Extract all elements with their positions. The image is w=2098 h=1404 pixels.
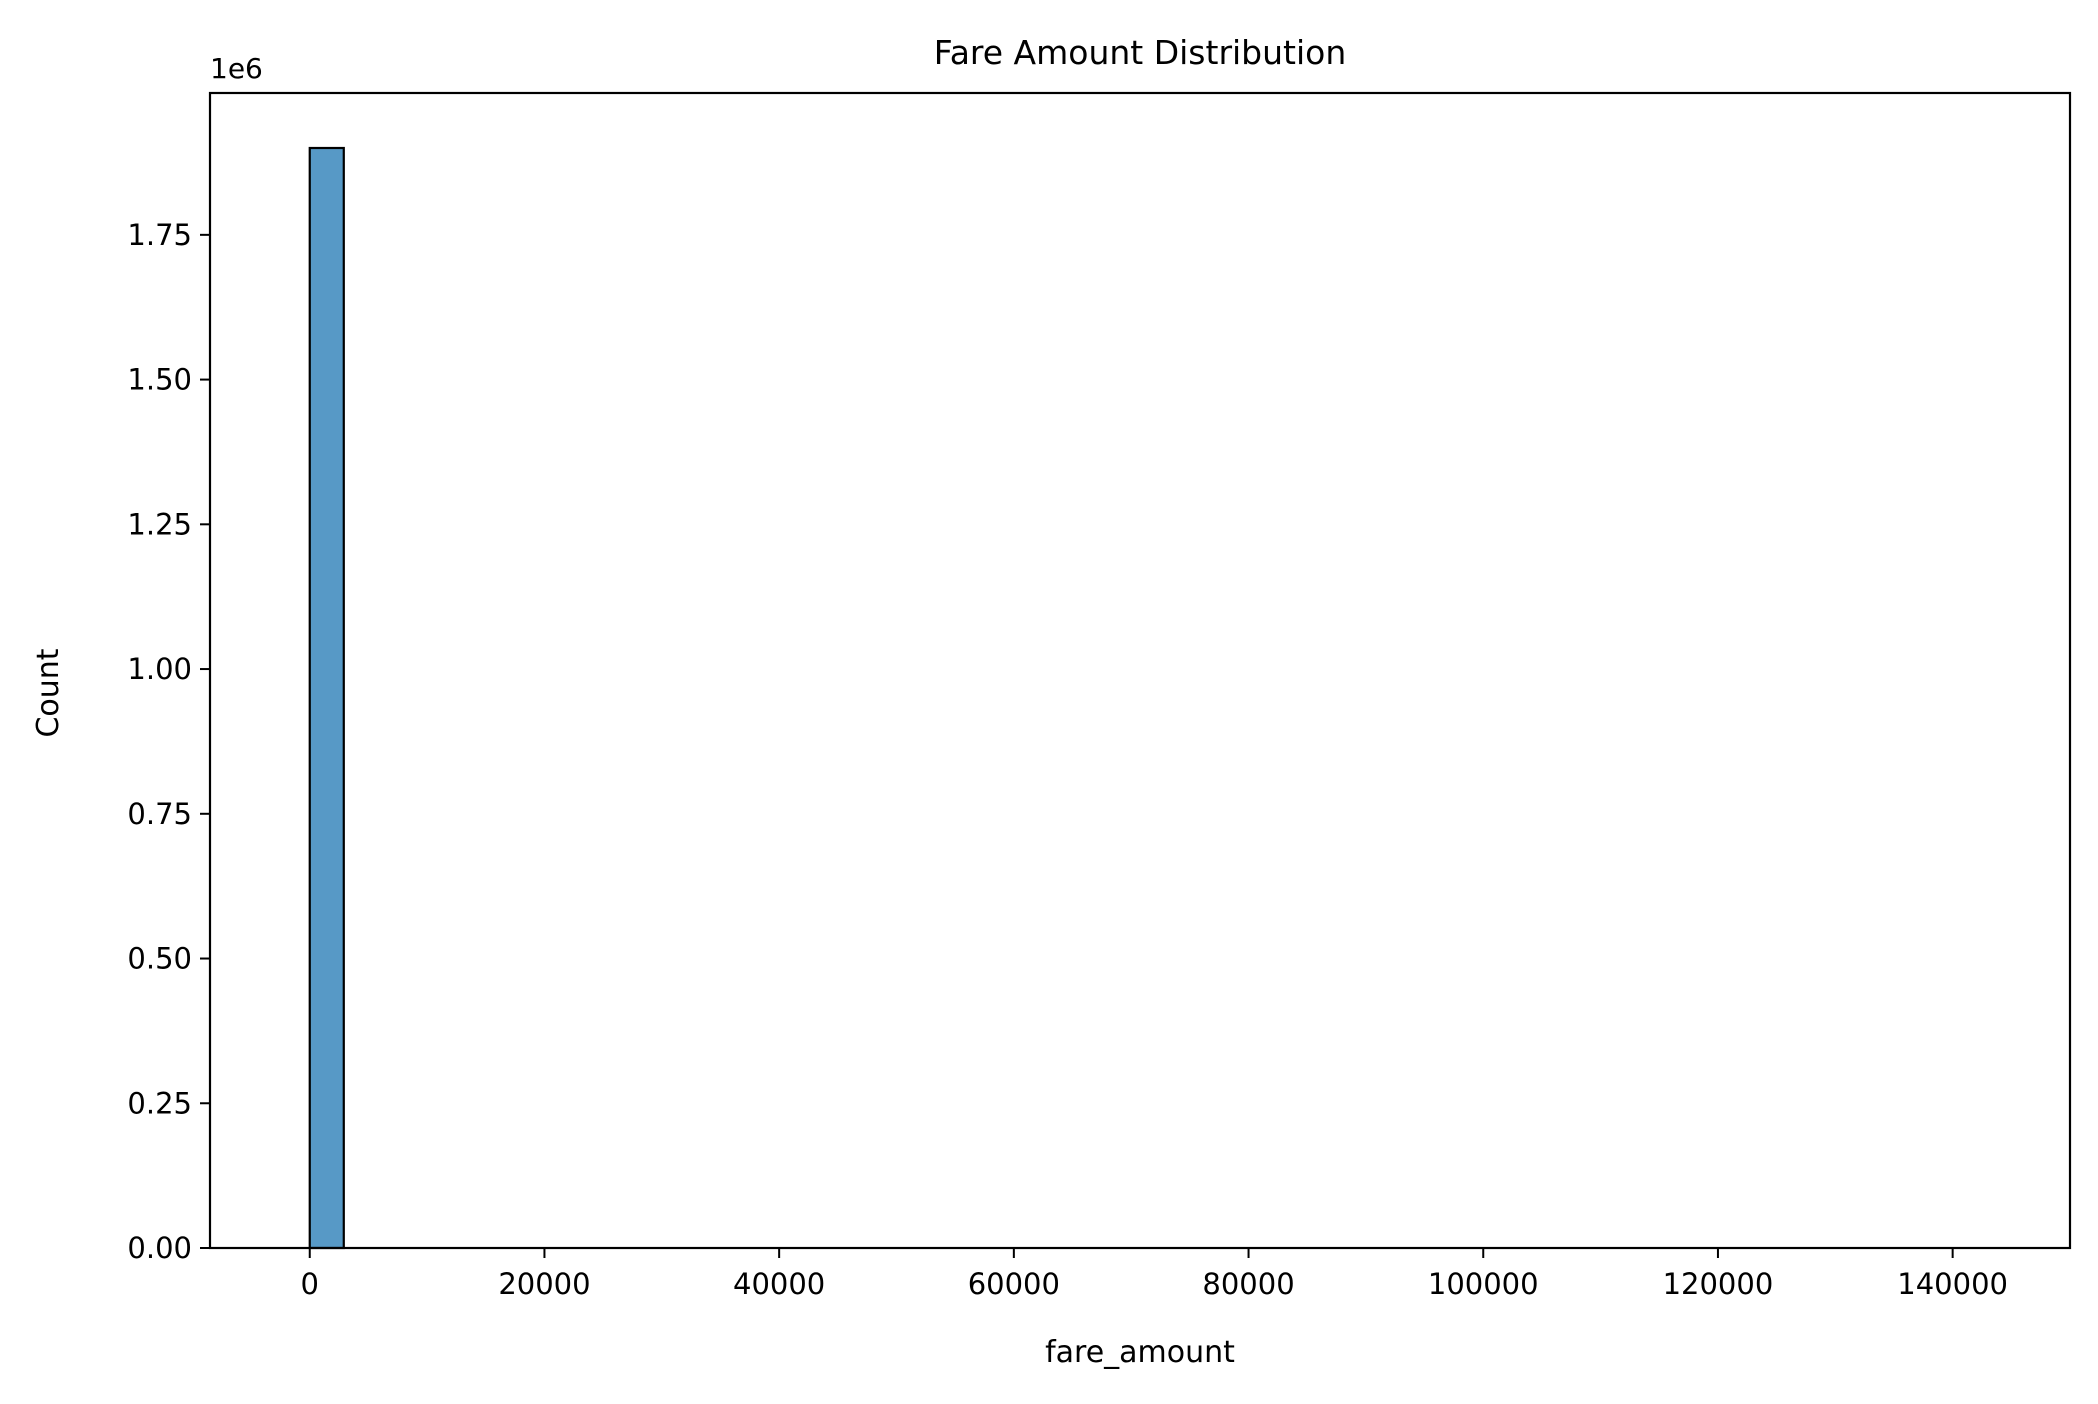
x-tick-label: 140000 (1897, 1267, 2008, 1301)
y-tick-label: 1.75 (127, 218, 192, 252)
y-tick-label: 1.25 (127, 507, 192, 541)
y-offset-label: 1e6 (210, 52, 263, 85)
x-tick-label: 120000 (1663, 1267, 1774, 1301)
y-tick-label: 0.75 (127, 797, 192, 831)
axes-frame (208, 91, 2072, 1250)
x-tick-label: 80000 (1202, 1267, 1294, 1301)
y-tick-label: 1.00 (127, 652, 192, 686)
x-tick-label: 20000 (498, 1267, 590, 1301)
y-tick-label: 0.00 (127, 1231, 192, 1265)
x-tick-label: 100000 (1428, 1267, 1539, 1301)
x-tick-label: 40000 (733, 1267, 825, 1301)
chart-title: Fare Amount Distribution (934, 33, 1347, 72)
plot-area: 0 20000 40000 60000 80000 100000 120000 140000 0… (127, 91, 2072, 1301)
x-tick-label: 60000 (968, 1267, 1060, 1301)
histogram-bar (308, 146, 345, 1250)
y-axis-label: Count (31, 648, 66, 737)
x-tick-label: 0 (301, 1267, 319, 1301)
y-tick-label: 0.50 (127, 942, 192, 976)
x-axis-label: fare_amount (1045, 1335, 1235, 1370)
y-tick-label: 1.50 (127, 363, 192, 397)
y-tick-label: 0.25 (127, 1086, 192, 1120)
